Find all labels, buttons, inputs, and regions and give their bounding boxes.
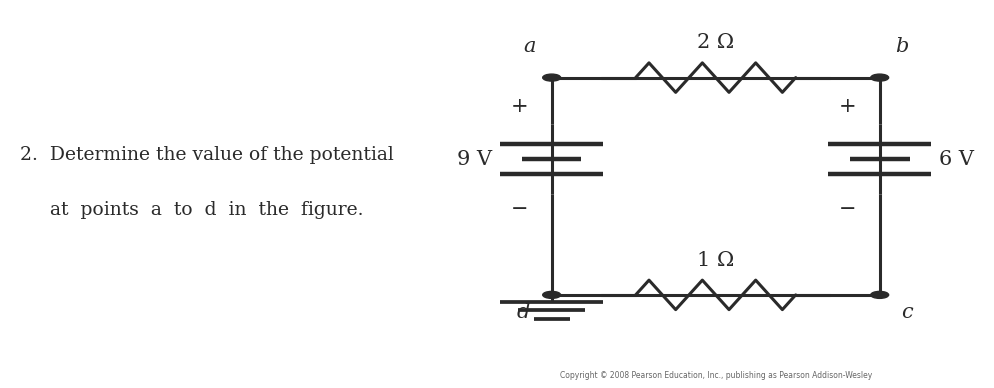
Text: −: − [839,200,857,219]
Text: +: + [839,97,857,116]
Circle shape [871,74,889,81]
Text: at  points  a  to  d  in  the  figure.: at points a to d in the figure. [20,201,364,218]
Text: d: d [517,303,530,322]
Text: 2.  Determine the value of the potential: 2. Determine the value of the potential [20,146,394,164]
Text: 9 V: 9 V [457,150,492,168]
Text: 2 Ω: 2 Ω [697,33,735,52]
Circle shape [543,291,561,298]
Circle shape [871,291,889,298]
Text: b: b [895,37,909,56]
Text: Copyright © 2008 Pearson Education, Inc., publishing as Pearson Addison-Wesley: Copyright © 2008 Pearson Education, Inc.… [560,371,872,380]
Text: 1 Ω: 1 Ω [697,251,735,270]
Text: −: − [511,200,529,219]
Text: 6 V: 6 V [939,150,974,168]
Text: a: a [524,37,536,56]
Text: c: c [902,303,913,322]
Text: +: + [511,97,529,116]
Circle shape [543,74,561,81]
